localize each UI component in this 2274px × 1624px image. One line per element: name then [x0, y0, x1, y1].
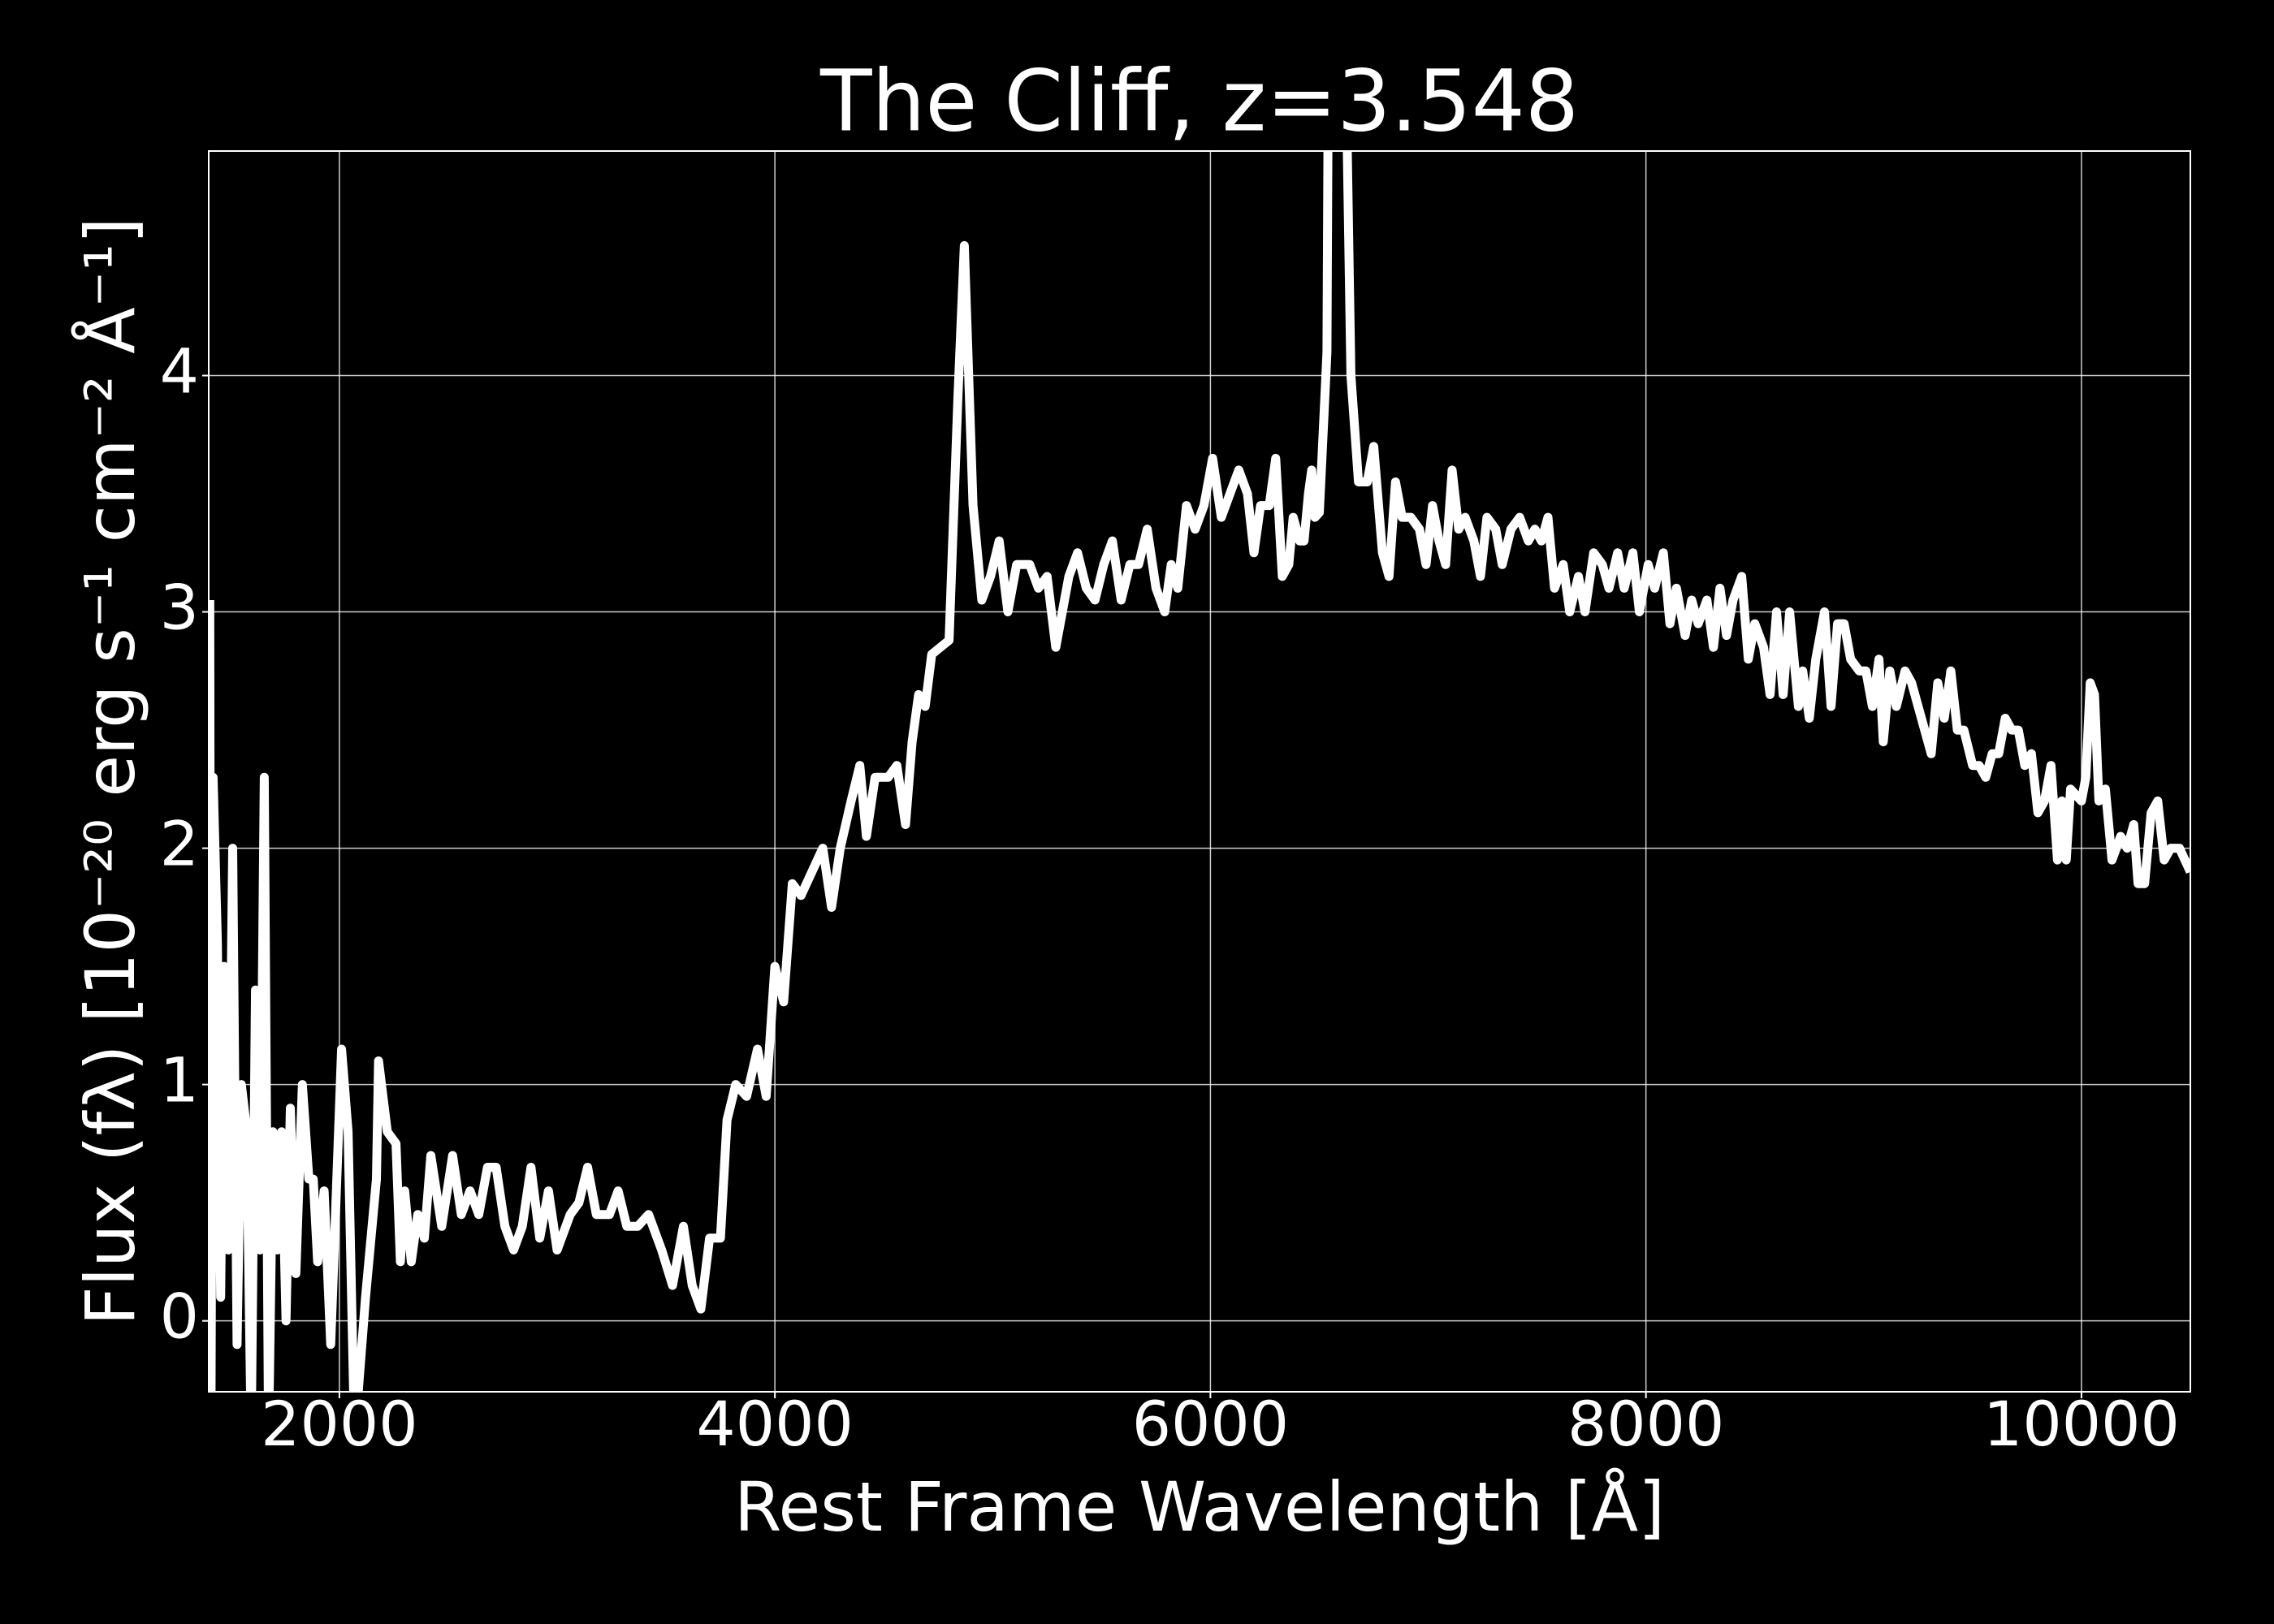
- grid: [209, 151, 2190, 1392]
- y-tick-label: 4: [160, 335, 199, 407]
- x-tick-label: 4000: [696, 1388, 853, 1460]
- x-tick-label: 2000: [261, 1388, 417, 1460]
- chart-title: The Cliff, z=3.548: [819, 51, 1579, 150]
- x-tick-label: 8000: [1567, 1388, 1724, 1460]
- y-axis-label: Flux (fλ) [10⁻²⁰ erg s⁻¹ cm⁻² Å⁻¹]: [70, 217, 150, 1325]
- y-tick-label: 1: [160, 1044, 199, 1116]
- plot-area: [209, 151, 2190, 1392]
- x-tick-label: 10000: [1983, 1388, 2180, 1460]
- y-tick-label: 0: [160, 1281, 199, 1353]
- x-tick-label: 6000: [1132, 1388, 1289, 1460]
- y-tick-label: 2: [160, 808, 199, 880]
- x-axis-label: Rest Frame Wavelength [Å]: [734, 1466, 1665, 1547]
- data-line: [209, 151, 2190, 1392]
- y-tick-label: 3: [160, 572, 199, 644]
- axes-frame: [208, 150, 2191, 1393]
